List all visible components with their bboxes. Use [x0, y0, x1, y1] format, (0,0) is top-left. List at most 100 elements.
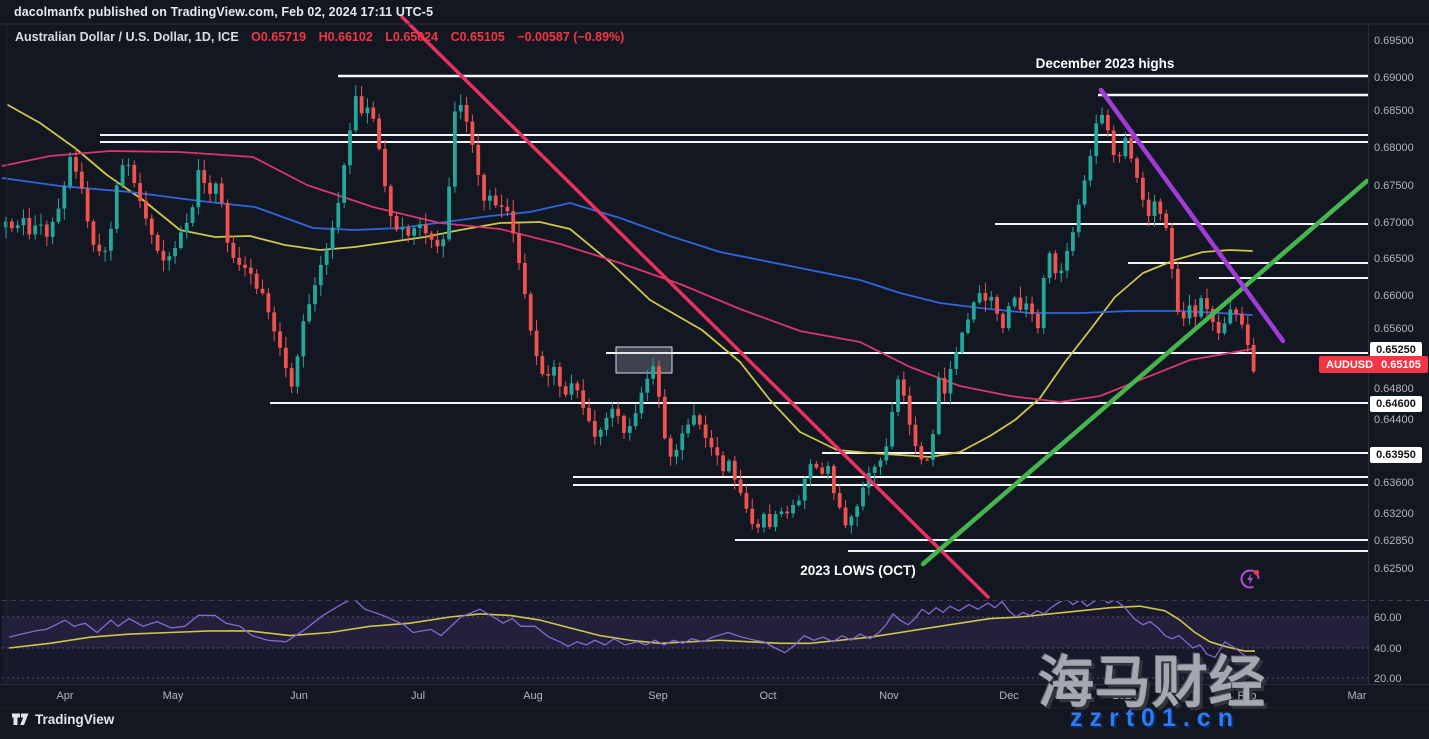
candle-body [715, 447, 720, 456]
candle-body [645, 378, 650, 393]
candle-body [855, 506, 860, 517]
candle-body [592, 421, 597, 437]
candle-body [1018, 297, 1023, 310]
time-axis-label-Jun[interactable]: Jun [290, 690, 308, 702]
candle-body [39, 224, 43, 226]
candle-body [208, 182, 212, 194]
candle-body [15, 225, 20, 229]
downtrend-2023[interactable] [400, 15, 990, 599]
candle-body [616, 408, 621, 416]
current-price-badge: AUDUSD 0.65105 [1319, 356, 1428, 373]
price-axis-label: 0.66000 [1374, 290, 1414, 302]
symbol-title[interactable]: Australian Dollar / U.S. Dollar, 1D, ICE [15, 30, 239, 44]
candle-body [534, 330, 539, 357]
candle-body [114, 185, 119, 229]
candle-body [680, 433, 685, 450]
candle-body [837, 493, 842, 508]
flash-circle [1240, 569, 1260, 589]
price-axis-label: 0.62850 [1374, 535, 1414, 547]
candle-body [1100, 114, 1104, 124]
candle-body [103, 250, 108, 252]
candle-body [1164, 213, 1169, 228]
candle-body [796, 500, 801, 505]
candle-body [499, 205, 504, 207]
candle-body [569, 383, 574, 395]
annotation-text[interactable]: December 2023 highs [1036, 56, 1175, 71]
candle-body [179, 232, 183, 249]
uptrend-from-oct-lows[interactable] [920, 178, 1370, 567]
candle-body [1135, 158, 1139, 178]
time-axis-label-Feb[interactable]: Feb [1238, 690, 1257, 702]
candle-body [383, 148, 387, 187]
candle-body [1216, 321, 1221, 334]
candle-body [668, 438, 673, 457]
price-axis-label: 0.62500 [1374, 563, 1414, 575]
candle-body [493, 195, 498, 206]
candle-body [353, 96, 358, 131]
flash-dot [1253, 569, 1260, 576]
candle-body [412, 228, 416, 236]
ohlc-low: L0.65024 [385, 30, 439, 44]
candle-body [1228, 309, 1233, 324]
candle-body [977, 293, 982, 303]
candle-body [336, 202, 341, 228]
annotation-text[interactable]: 2023 LOWS (OCT) [800, 563, 916, 578]
ma-fast-yellow [7, 104, 1253, 458]
candle-body [1146, 199, 1151, 217]
candle-body [1070, 232, 1075, 251]
time-axis-label-Mar[interactable]: Mar [1348, 690, 1367, 702]
time-axis-label-Jul[interactable]: Jul [411, 690, 425, 702]
price-level-badge: 0.65250 [1370, 342, 1422, 358]
watermark-url: zzrt01.cn [1070, 704, 1240, 732]
candle-body [324, 249, 329, 265]
candle-body [627, 426, 632, 433]
flash-boost-icon[interactable] [1239, 567, 1263, 591]
candle-body [1024, 303, 1029, 310]
candle-body [1117, 155, 1122, 157]
time-axis-label-Sep[interactable]: Sep [648, 690, 668, 702]
rsi-axis-label: 20.00 [1374, 673, 1402, 685]
symbol-legend[interactable]: Australian Dollar / U.S. Dollar, 1D, ICE… [15, 30, 624, 44]
candle-body [225, 202, 230, 243]
candle-body [983, 293, 988, 301]
candle-body [1059, 270, 1064, 274]
flash-bolt [1247, 573, 1254, 585]
candle-body [517, 233, 521, 264]
candle-body [1076, 204, 1081, 233]
time-axis-label-2024[interactable]: 2024 [1113, 690, 1137, 702]
candle-body [50, 221, 55, 237]
rsi-axis-label: 60.00 [1374, 612, 1402, 624]
candle-body [831, 466, 836, 494]
candle-body [196, 170, 201, 208]
candle-body [441, 239, 446, 247]
price-axis-label: 0.63600 [1374, 477, 1414, 489]
time-axis-label-May[interactable]: May [163, 690, 184, 702]
jan-2024-downtrend[interactable] [1098, 87, 1286, 344]
candle-body [1181, 311, 1186, 319]
supply-zone-box[interactable] [615, 346, 673, 374]
time-axis-label-Apr[interactable]: Apr [56, 690, 73, 702]
time-axis-label-Dec[interactable]: Dec [999, 690, 1019, 702]
candle-body [1123, 137, 1128, 157]
candle-body [1205, 298, 1209, 309]
time-axis-label-Oct[interactable]: Oct [759, 690, 776, 702]
time-axis-label-Aug[interactable]: Aug [523, 690, 543, 702]
candle-body [622, 415, 626, 433]
candle-body [674, 449, 679, 457]
tradingview-logo[interactable]: TradingView [12, 712, 114, 727]
candle-body [377, 118, 382, 149]
price-axis-label: 0.67500 [1374, 180, 1414, 192]
candle-body [995, 296, 999, 314]
rsi-ma-line [8, 605, 1255, 652]
candle-body [919, 446, 924, 460]
rsi-line [8, 601, 1256, 668]
time-axis-label-Nov[interactable]: Nov [879, 690, 899, 702]
price-axis-label: 0.68500 [1374, 105, 1414, 117]
candle-body [1170, 227, 1174, 269]
candle-body [283, 347, 288, 369]
candle-body [1006, 306, 1011, 329]
candle-body [662, 396, 667, 439]
candle-body [307, 304, 312, 322]
candle-body [581, 390, 586, 408]
